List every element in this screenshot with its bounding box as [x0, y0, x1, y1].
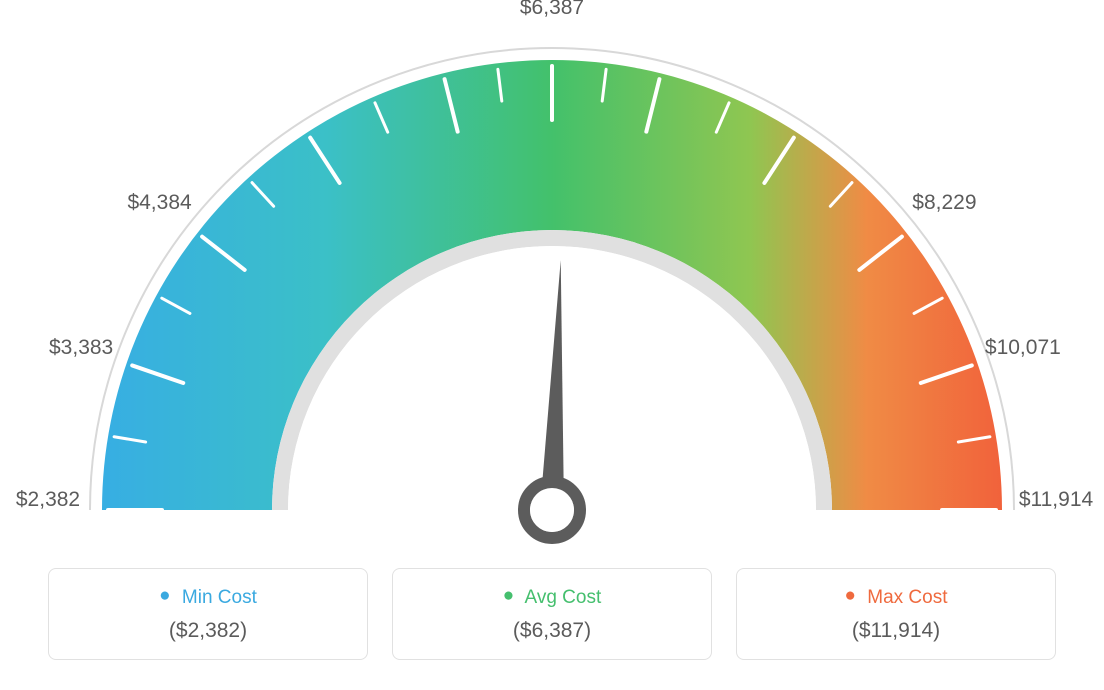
legend-title-avg: ● Avg Cost	[393, 587, 711, 609]
legend-title-text: Avg Cost	[524, 587, 601, 608]
gauge-tick-label: $6,387	[520, 0, 584, 20]
gauge-tick-label: $10,071	[985, 336, 1061, 360]
legend-card-min: ● Min Cost ($2,382)	[48, 568, 368, 660]
dot-icon: ●	[503, 585, 514, 606]
dot-icon: ●	[159, 585, 170, 606]
gauge-tick-label: $11,914	[1019, 488, 1093, 512]
gauge-tick-label: $2,382	[16, 488, 80, 512]
legend-card-avg: ● Avg Cost ($6,387)	[392, 568, 712, 660]
legend-title-text: Max Cost	[867, 587, 947, 608]
legend-title-text: Min Cost	[182, 587, 257, 608]
legend-title-min: ● Min Cost	[49, 587, 367, 609]
legend-row: ● Min Cost ($2,382) ● Avg Cost ($6,387) …	[48, 568, 1056, 660]
gauge-tick-label: $3,383	[49, 336, 113, 360]
gauge-tick-label: $4,384	[127, 191, 191, 215]
legend-card-max: ● Max Cost ($11,914)	[736, 568, 1056, 660]
gauge-svg	[0, 0, 1104, 560]
gauge-tick-label: $8,229	[912, 191, 976, 215]
legend-value-avg: ($6,387)	[393, 619, 711, 643]
gauge-area: $2,382 $3,383 $4,384 $6,387 $8,229 $10,071 $11…	[0, 0, 1104, 560]
cost-gauge-chart: $2,382 $3,383 $4,384 $6,387 $8,229 $10,071 $11…	[0, 0, 1104, 690]
legend-title-max: ● Max Cost	[737, 587, 1055, 609]
dot-icon: ●	[844, 585, 855, 606]
legend-value-min: ($2,382)	[49, 619, 367, 643]
legend-value-max: ($11,914)	[737, 619, 1055, 643]
